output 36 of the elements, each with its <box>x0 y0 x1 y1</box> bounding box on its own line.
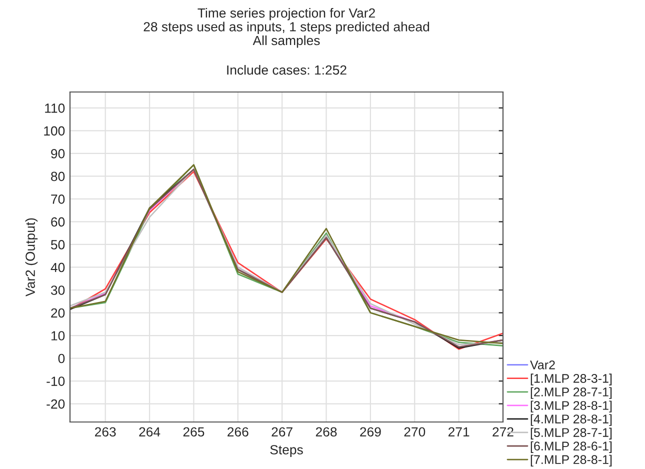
x-tick-label: 271 <box>448 427 470 436</box>
x-axis-title: Steps <box>270 445 303 458</box>
x-tick-label: 267 <box>272 427 292 437</box>
y-tick-label: 60 <box>51 217 65 227</box>
legend-label: [7.MLP 28-8-1] <box>530 454 612 466</box>
x-tick-label: 269 <box>360 427 381 437</box>
y-tick-label: 20 <box>51 308 65 318</box>
legend-label: Var2 <box>530 360 555 370</box>
y-tick-label: 10 <box>51 331 65 340</box>
y-tick-label: 0 <box>58 354 65 364</box>
legend-label: [4.MLP 28-8-1] <box>530 414 612 426</box>
x-tick-label: 263 <box>95 427 116 437</box>
y-axis-title: Var2 (Output) <box>25 218 38 296</box>
x-tick-label: 270 <box>404 427 426 437</box>
x-tick-label: 265 <box>183 427 204 437</box>
x-tick-label: 268 <box>316 427 337 437</box>
y-tick-label: 110 <box>45 104 65 113</box>
y-tick-label: -10 <box>46 376 65 386</box>
legend-label: [3.MLP 28-8-1] <box>530 400 612 412</box>
y-tick-label: 30 <box>50 286 65 295</box>
y-tick-label: 80 <box>51 172 65 182</box>
legend-label: [6.MLP 28-6-1] <box>530 441 612 453</box>
x-tick-label: 266 <box>228 427 248 437</box>
legend-label: [5.MLP 28-7-1] <box>530 428 612 440</box>
chart-subtitle: Include cases: 1:252 <box>227 65 346 75</box>
y-tick-label: 40 <box>50 262 65 272</box>
chart-title: Time series projection for Var2 28 steps used as inputs, 1 steps predicted ahead All samples <box>144 8 430 48</box>
x-tick-label: 272 <box>492 427 514 436</box>
y-tick-label: 100 <box>44 126 65 136</box>
y-tick-label: 90 <box>51 149 65 158</box>
legend-label: [1.MLP 28-3-1] <box>530 374 612 386</box>
legend-label: [2.MLP 28-7-1] <box>530 387 612 399</box>
y-tick-label: -20 <box>46 399 65 409</box>
y-tick-label: 70 <box>51 194 65 204</box>
y-tick-label: 50 <box>50 240 65 250</box>
x-tick-label: 264 <box>139 427 160 437</box>
